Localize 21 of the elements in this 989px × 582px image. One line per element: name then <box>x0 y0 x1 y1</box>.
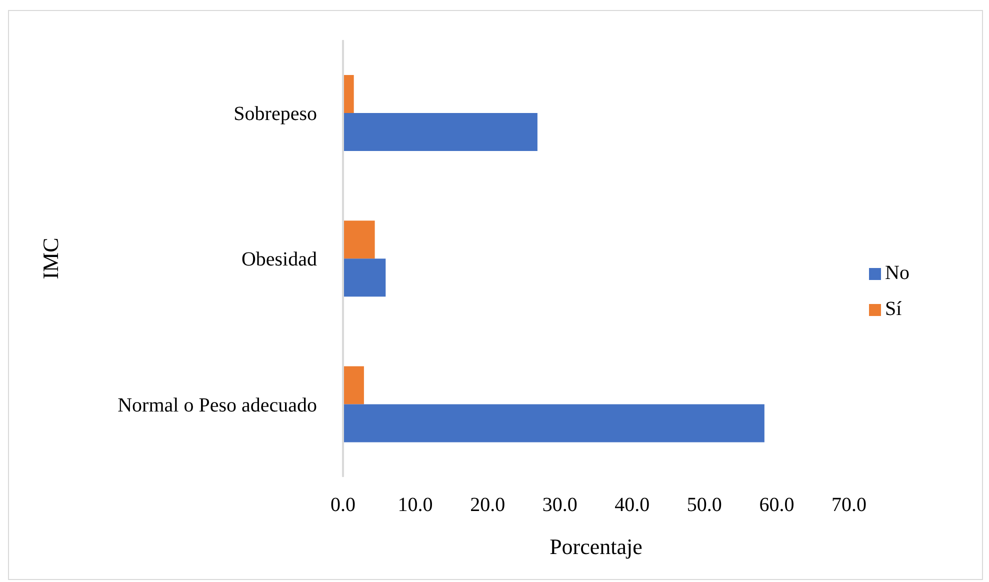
x-tick-label: 20.0 <box>470 494 506 516</box>
x-tick-label: 60.0 <box>759 494 794 516</box>
x-tick-label: 30.0 <box>542 494 578 516</box>
bar <box>343 404 764 442</box>
bar <box>343 74 354 113</box>
bar <box>343 258 386 297</box>
bar <box>343 112 538 151</box>
bar <box>343 366 364 404</box>
x-tick-label: 40.0 <box>614 494 650 516</box>
bar <box>343 220 375 259</box>
x-tick-label: 70.0 <box>832 494 866 516</box>
y-axis-title: IMC <box>38 238 63 280</box>
legend-label: No <box>885 262 910 284</box>
x-tick-label: 10.0 <box>398 494 433 516</box>
y-tick-label: Obesidad <box>241 248 317 271</box>
x-axis-title: Porcentaje <box>550 534 642 559</box>
x-tick-label: 0.0 <box>330 494 356 516</box>
y-tick-label: Sobrepeso <box>234 102 317 125</box>
x-tick-label: 50.0 <box>686 494 722 516</box>
y-tick-label: Normal o Peso adecuado <box>118 394 317 416</box>
legend-label: Sí <box>885 298 902 320</box>
